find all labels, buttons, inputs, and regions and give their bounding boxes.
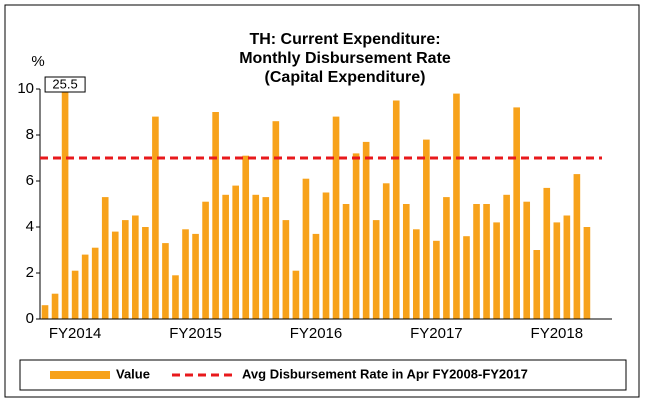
bar bbox=[202, 201, 209, 319]
x-tick-label: FY2018 bbox=[531, 325, 584, 342]
chart-title: (Capital Expenditure) bbox=[265, 69, 426, 86]
bar bbox=[433, 240, 440, 319]
bar bbox=[342, 204, 350, 319]
bar bbox=[533, 250, 541, 319]
y-tick-label: 6 bbox=[26, 172, 34, 189]
legend-box bbox=[19, 359, 627, 391]
x-tick-label: FY2015 bbox=[169, 325, 222, 342]
bar bbox=[262, 197, 270, 319]
x-tick-label: FY2017 bbox=[410, 325, 463, 342]
bar bbox=[121, 220, 129, 319]
bar bbox=[493, 222, 500, 319]
bar bbox=[443, 197, 450, 319]
bar bbox=[282, 220, 290, 319]
bar bbox=[111, 231, 119, 319]
legend-label: Value bbox=[116, 366, 150, 381]
bar bbox=[182, 229, 189, 319]
bar bbox=[152, 116, 159, 319]
bar bbox=[402, 204, 410, 319]
bar bbox=[523, 201, 531, 319]
bar bbox=[312, 233, 320, 319]
bar bbox=[71, 270, 79, 319]
frame bbox=[4, 4, 640, 398]
bar bbox=[142, 227, 149, 319]
bar bbox=[392, 100, 400, 319]
y-tick-label: 4 bbox=[26, 218, 34, 235]
bar bbox=[162, 243, 169, 319]
bar bbox=[172, 275, 179, 319]
y-tick-label: 2 bbox=[26, 264, 34, 281]
y-tick-label: 0 bbox=[26, 310, 34, 327]
bar bbox=[272, 121, 280, 319]
bar bbox=[232, 185, 239, 319]
chart-title: TH: Current Expenditure: bbox=[249, 31, 440, 48]
bar bbox=[352, 153, 360, 319]
bar bbox=[81, 254, 89, 319]
bar bbox=[61, 89, 69, 319]
bar bbox=[553, 222, 561, 319]
bar bbox=[503, 194, 510, 319]
bar bbox=[543, 187, 551, 319]
bar bbox=[362, 141, 370, 319]
bar bbox=[292, 270, 300, 319]
bars bbox=[41, 89, 591, 320]
bar bbox=[242, 155, 250, 319]
bar bbox=[322, 192, 330, 319]
bar bbox=[573, 174, 581, 319]
bar bbox=[463, 236, 470, 319]
bar bbox=[192, 233, 199, 319]
bar bbox=[372, 220, 380, 319]
bar bbox=[382, 183, 390, 319]
y-tick-label: 10 bbox=[17, 80, 34, 97]
y-axis-label: % bbox=[31, 53, 44, 70]
legend-swatch bbox=[50, 371, 110, 379]
bar bbox=[583, 227, 591, 319]
bar bbox=[302, 178, 310, 319]
x-tick-label: FY2014 bbox=[49, 325, 102, 342]
bar bbox=[222, 194, 229, 319]
bar bbox=[453, 93, 460, 319]
bar bbox=[563, 215, 571, 319]
annotation: 25.5 bbox=[52, 76, 77, 91]
bar bbox=[483, 204, 490, 319]
bar bbox=[51, 293, 59, 319]
bar bbox=[413, 229, 420, 319]
y-tick-label: 8 bbox=[26, 126, 34, 143]
bar bbox=[101, 197, 109, 319]
annotation-box bbox=[44, 76, 86, 93]
bar bbox=[473, 204, 480, 319]
bar bbox=[252, 194, 260, 319]
bar bbox=[41, 305, 49, 319]
chart-title: Monthly Disbursement Rate bbox=[239, 50, 451, 67]
x-tick-label: FY2016 bbox=[290, 325, 343, 342]
bar bbox=[212, 112, 219, 319]
bar bbox=[513, 107, 520, 320]
bar bbox=[423, 139, 430, 319]
bar bbox=[132, 215, 139, 319]
legend-label: Avg Disbursement Rate in Apr FY2008-FY20… bbox=[242, 366, 528, 381]
bar bbox=[91, 247, 99, 319]
bar bbox=[332, 116, 340, 319]
